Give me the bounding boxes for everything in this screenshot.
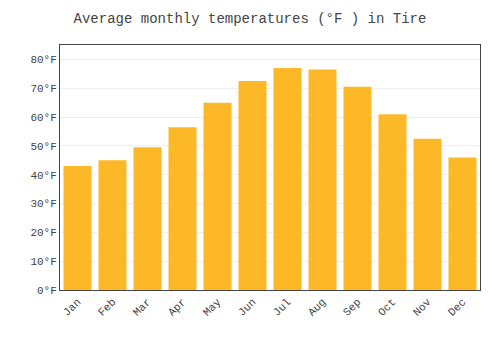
svg-text:Sep: Sep — [341, 296, 363, 318]
svg-text:10°F: 10°F — [30, 256, 56, 268]
svg-text:50°F: 50°F — [30, 141, 56, 153]
svg-text:Average monthly temperatures (: Average monthly temperatures (°F ) in Ti… — [74, 11, 427, 27]
svg-text:80°F: 80°F — [30, 54, 56, 66]
svg-text:May: May — [201, 296, 224, 319]
svg-text:Jun: Jun — [236, 296, 258, 318]
svg-text:Jul: Jul — [271, 296, 293, 318]
svg-text:0°F: 0°F — [37, 285, 57, 297]
svg-text:40°F: 40°F — [30, 170, 56, 182]
svg-text:Jan: Jan — [61, 296, 83, 318]
svg-text:Dec: Dec — [446, 296, 468, 318]
svg-text:Mar: Mar — [131, 296, 153, 318]
svg-text:60°F: 60°F — [30, 112, 56, 124]
svg-text:Apr: Apr — [166, 296, 188, 318]
svg-text:70°F: 70°F — [30, 83, 56, 95]
svg-text:Oct: Oct — [376, 296, 398, 318]
svg-text:Aug: Aug — [306, 296, 328, 318]
svg-text:Nov: Nov — [411, 296, 434, 319]
svg-text:Feb: Feb — [96, 296, 118, 318]
svg-text:30°F: 30°F — [30, 198, 56, 210]
svg-text:20°F: 20°F — [30, 227, 56, 239]
